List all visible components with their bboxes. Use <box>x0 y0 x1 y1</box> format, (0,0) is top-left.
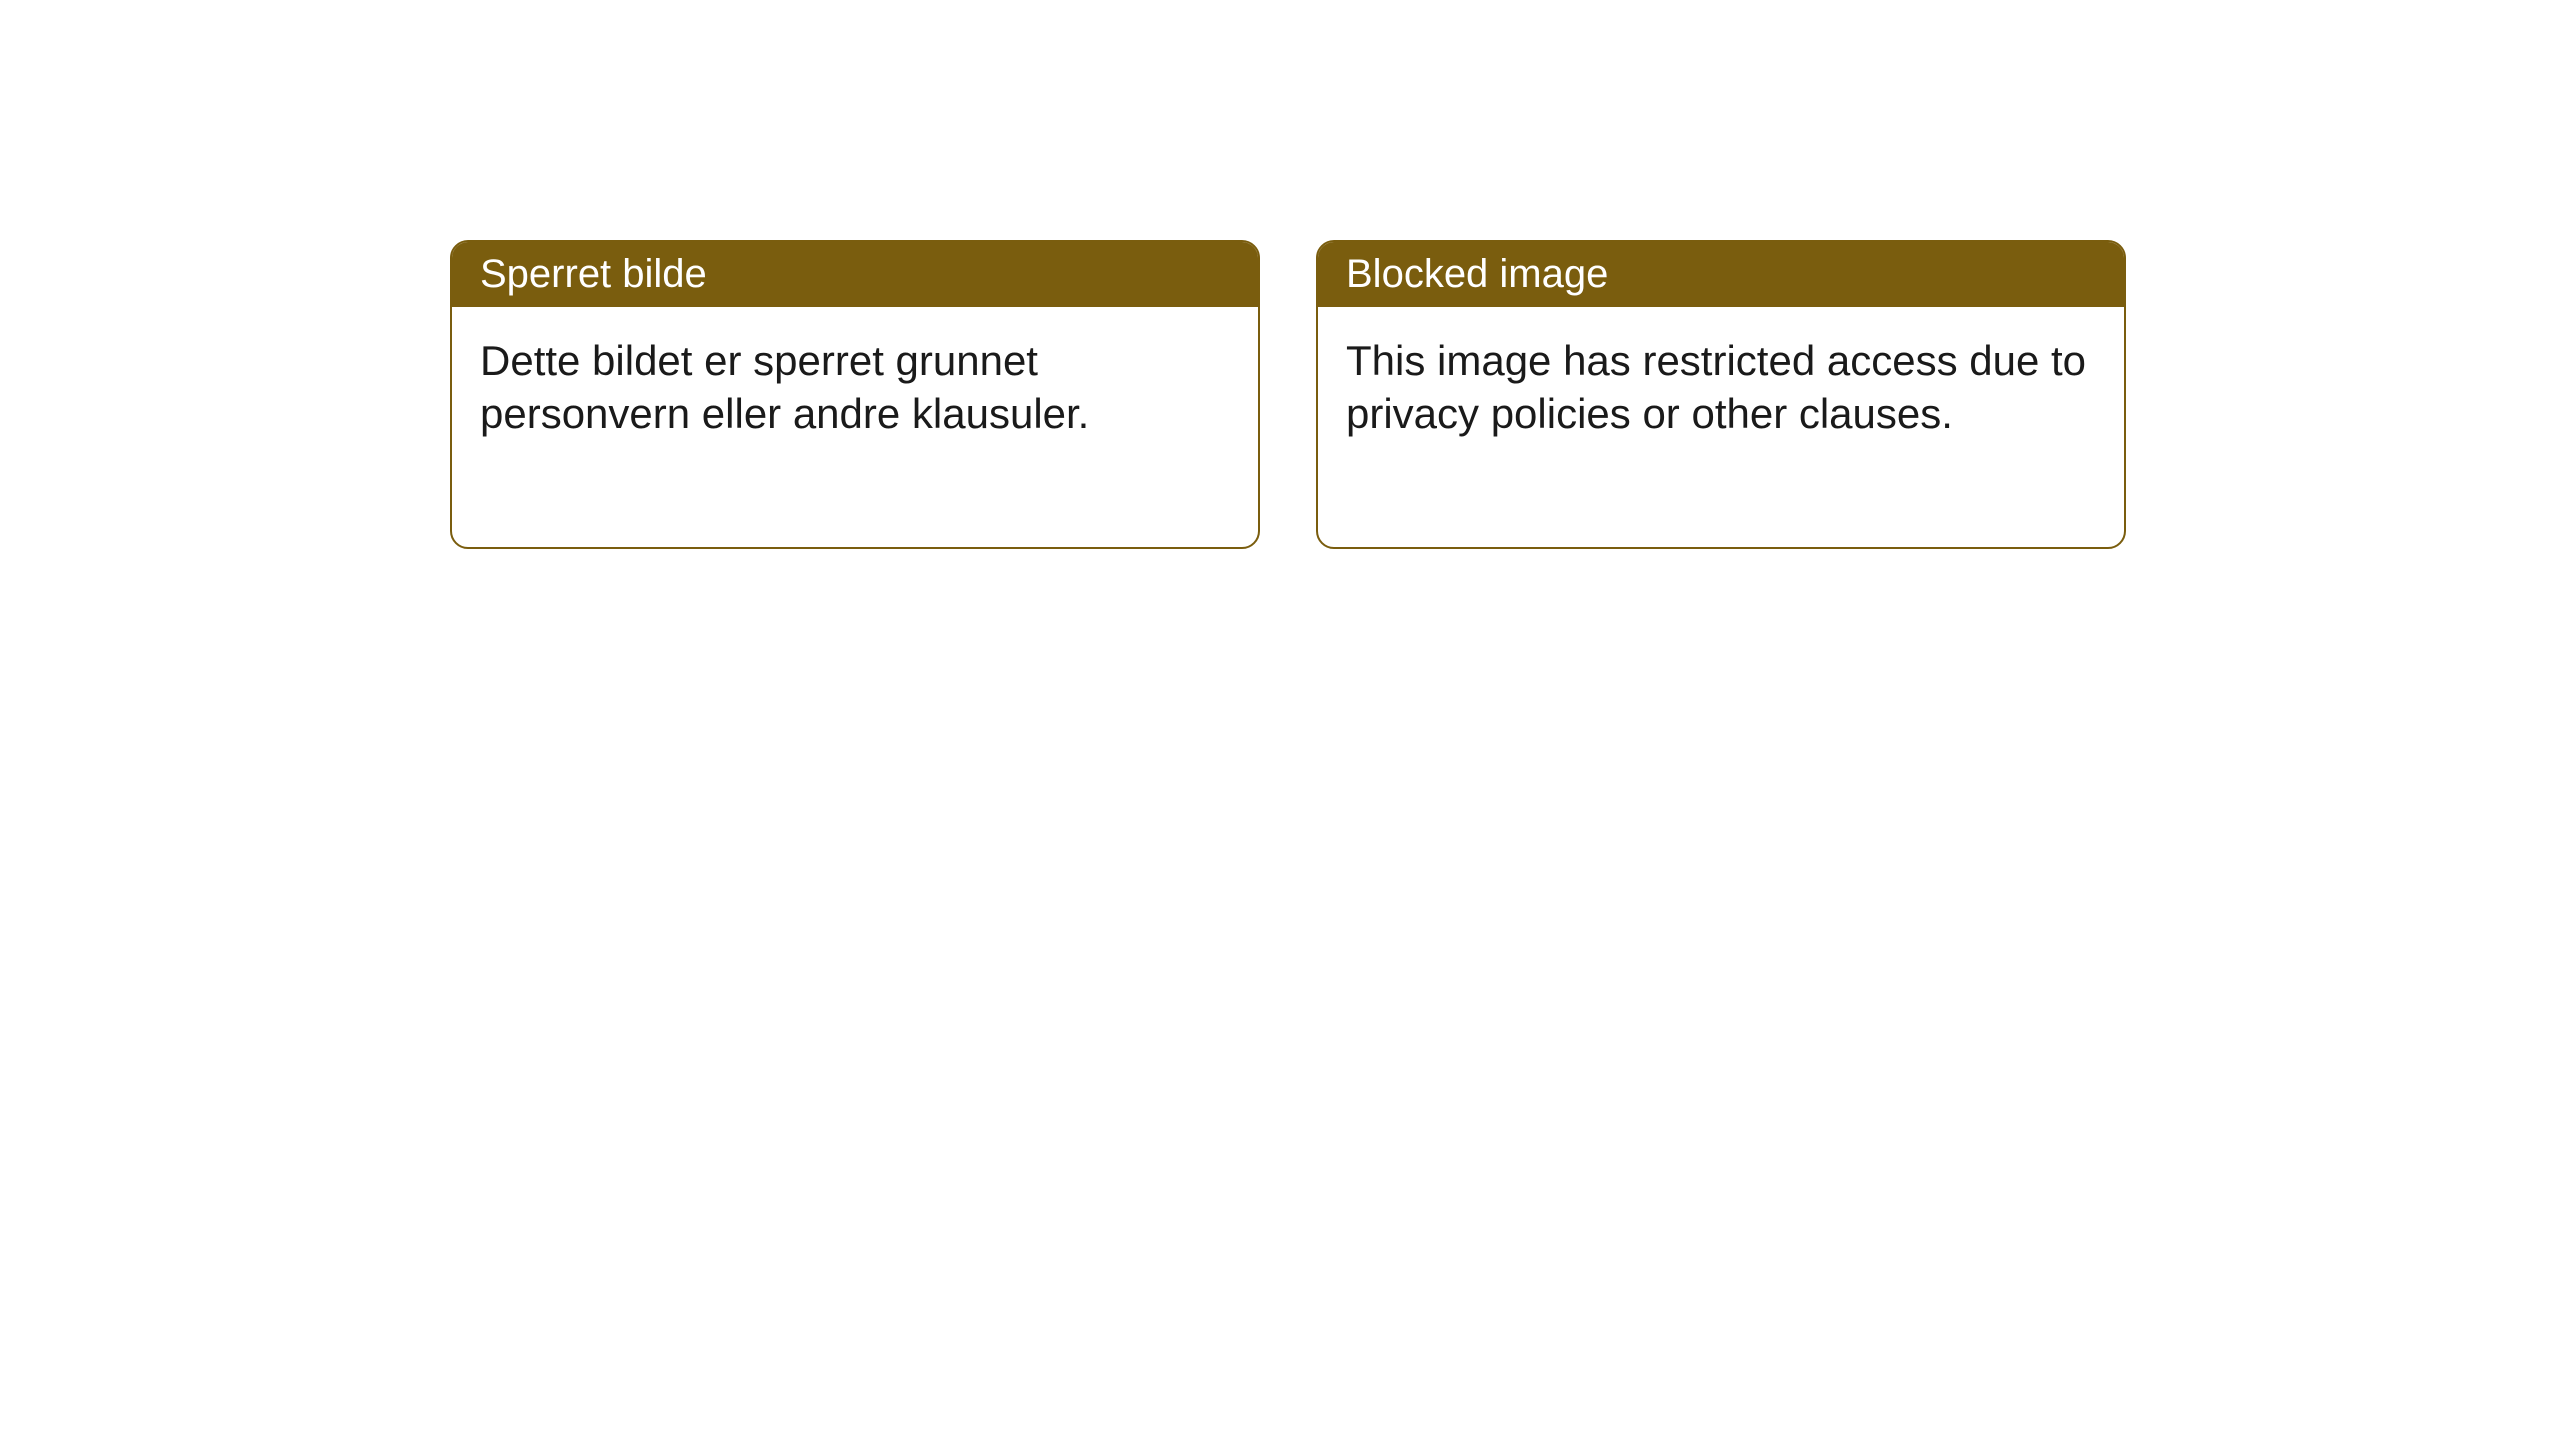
notice-body-en: This image has restricted access due to … <box>1318 307 2124 547</box>
notice-body-no: Dette bildet er sperret grunnet personve… <box>452 307 1258 547</box>
notice-card-en: Blocked image This image has restricted … <box>1316 240 2126 549</box>
notice-card-no: Sperret bilde Dette bildet er sperret gr… <box>450 240 1260 549</box>
notice-container: Sperret bilde Dette bildet er sperret gr… <box>450 240 2126 549</box>
notice-header-en: Blocked image <box>1318 242 2124 307</box>
notice-header-no: Sperret bilde <box>452 242 1258 307</box>
